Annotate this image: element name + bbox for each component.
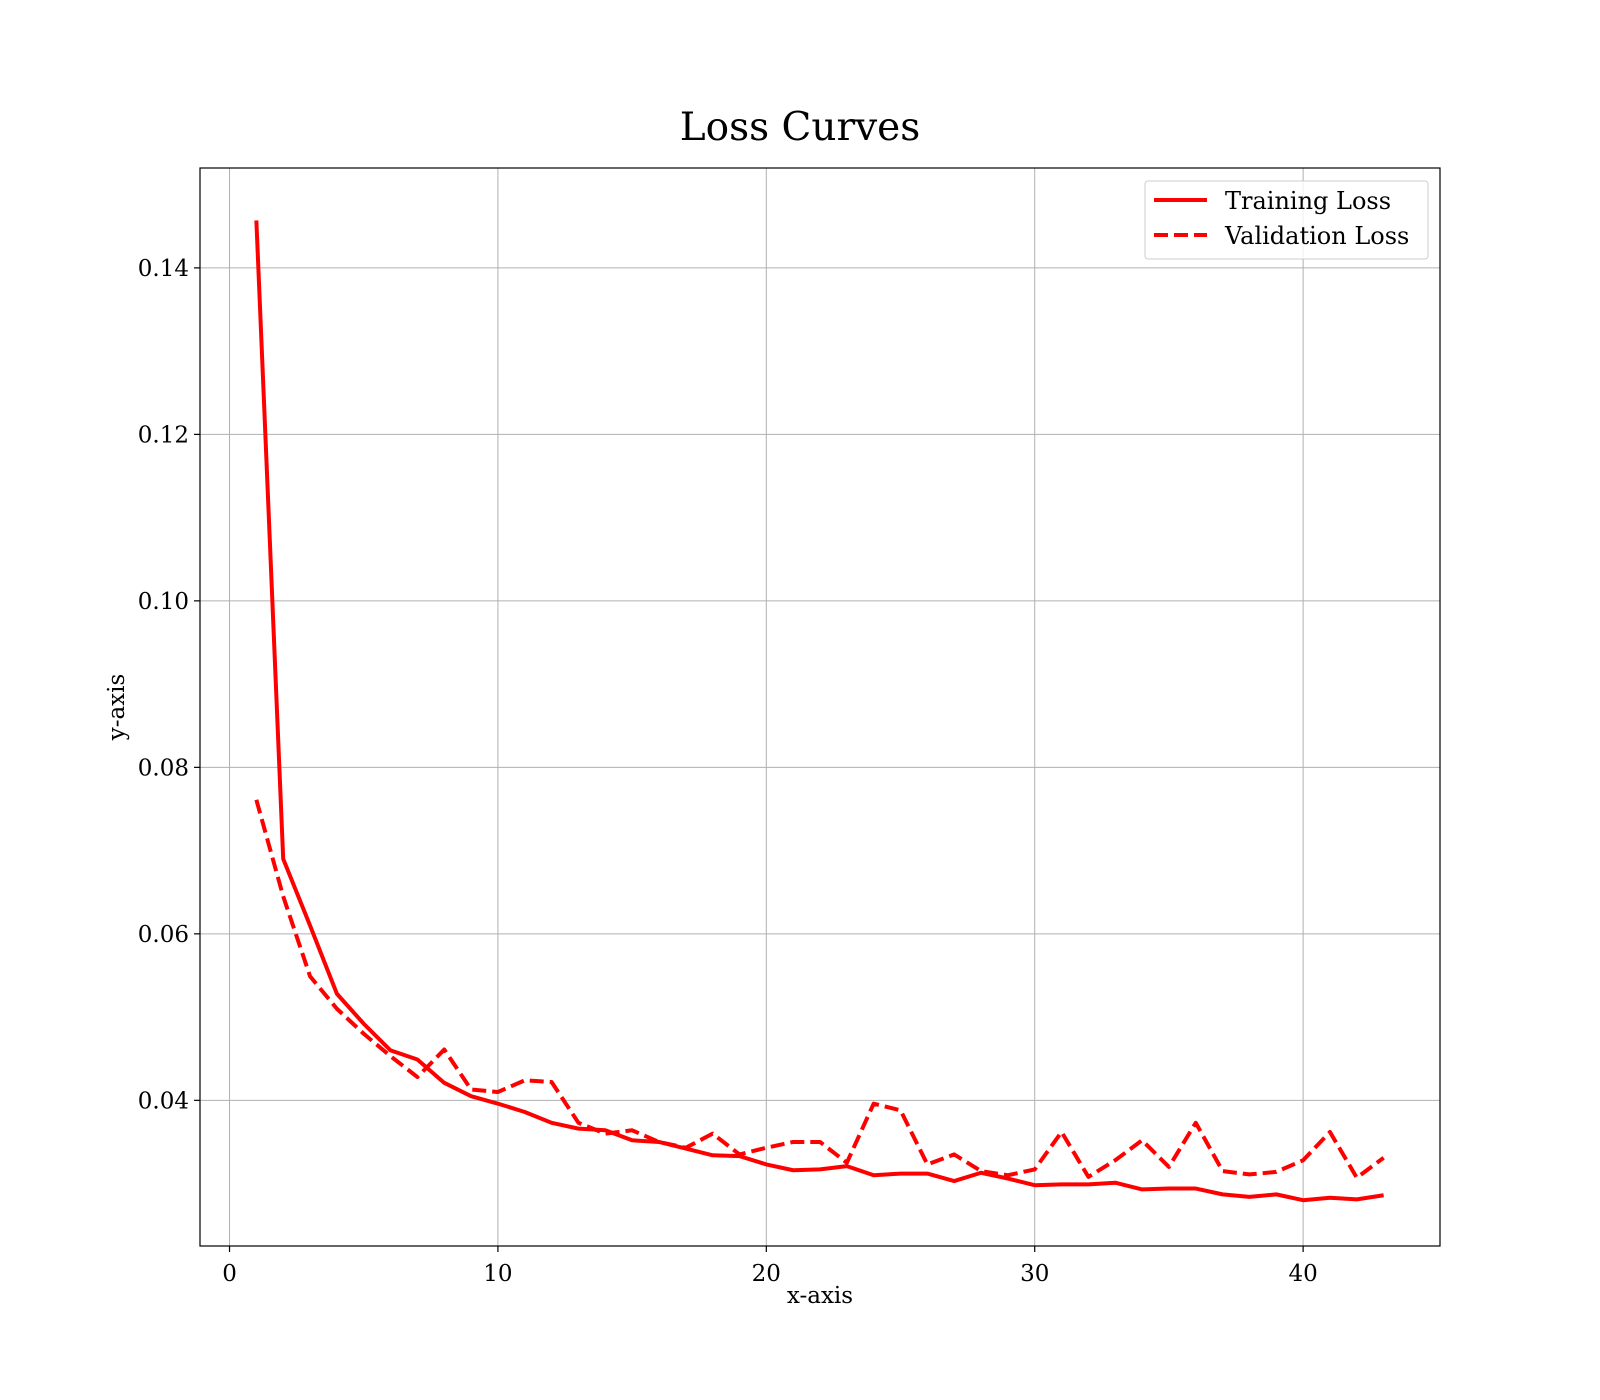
x-tick-label: 0 <box>222 1261 237 1287</box>
y-tick-label: 0.12 <box>138 422 189 448</box>
y-tick-label: 0.04 <box>138 1088 189 1114</box>
series-lines <box>254 220 1385 1203</box>
training-loss-line <box>254 220 1384 1203</box>
legend: Training Loss Validation Loss <box>1144 180 1429 260</box>
grid <box>200 168 1440 1246</box>
y-tick-label: 0.14 <box>138 256 189 282</box>
x-tick-label: 20 <box>752 1261 781 1287</box>
x-tick-label: 40 <box>1288 1261 1317 1287</box>
y-tick-label: 0.10 <box>138 589 189 615</box>
validation-loss-line <box>254 799 1385 1180</box>
plot-frame <box>199 167 1441 1247</box>
x-tick-label: 10 <box>483 1261 512 1287</box>
x-axis-label: x-axis <box>787 1283 853 1309</box>
y-tick-label: 0.06 <box>138 922 189 948</box>
legend-label-training: Training Loss <box>1225 187 1391 215</box>
y-tick-label: 0.08 <box>138 755 189 781</box>
legend-box <box>1144 180 1429 260</box>
legend-label-validation: Validation Loss <box>1224 222 1409 250</box>
axis-ticks: 0 10 20 30 40 0.04 0.06 0.08 0.10 0.12 0.14 <box>138 256 1318 1287</box>
x-tick-label: 30 <box>1020 1261 1049 1287</box>
chart-title: Loss Curves <box>680 105 921 150</box>
y-axis-label: y-axis <box>104 674 130 742</box>
